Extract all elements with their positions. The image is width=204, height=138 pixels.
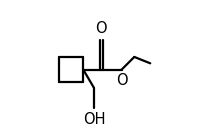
Text: O: O bbox=[95, 21, 107, 36]
Text: OH: OH bbox=[83, 112, 105, 127]
Text: O: O bbox=[116, 73, 127, 88]
